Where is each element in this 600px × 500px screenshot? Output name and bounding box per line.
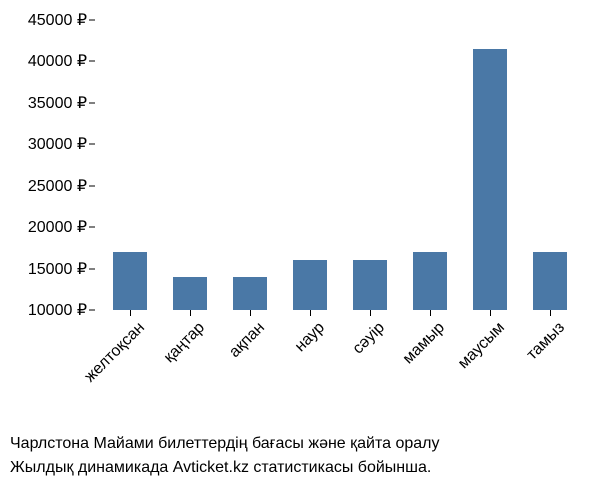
- x-axis: желтоқсанқаңтарақпаннаурсәуірмамырмаусым…: [100, 314, 580, 414]
- y-tick-mark: [89, 144, 95, 145]
- y-tick-mark: [89, 268, 95, 269]
- bar: [293, 260, 328, 310]
- bar: [173, 277, 208, 310]
- y-tick-mark: [89, 185, 95, 186]
- caption-line-2: Жылдық динамикада Avticket.kz статистика…: [10, 456, 590, 480]
- x-tick-mark: [250, 310, 251, 316]
- y-tick-label: 15000 ₽: [7, 259, 87, 279]
- chart-container: 10000 ₽ 15000 ₽ 20000 ₽ 25000 ₽ 30000 ₽ 35000…: [10, 10, 590, 390]
- x-tick-mark: [550, 310, 551, 316]
- y-tick-mark: [89, 20, 95, 21]
- y-tick-mark: [89, 227, 95, 228]
- x-tick-mark: [430, 310, 431, 316]
- bar: [113, 252, 148, 310]
- y-tick-label: 40000 ₽: [7, 51, 87, 71]
- bar: [233, 277, 268, 310]
- x-tick-label: ақпан: [226, 319, 269, 362]
- bars-group: [100, 20, 580, 310]
- y-tick-mark: [89, 102, 95, 103]
- x-tick-label: желтоқсан: [81, 319, 148, 386]
- bar: [353, 260, 388, 310]
- x-tick-label: қаңтар: [161, 319, 209, 367]
- x-tick-label: сәуір: [350, 319, 389, 358]
- x-tick-label: маусым: [455, 319, 509, 373]
- x-tick-mark: [310, 310, 311, 316]
- chart-caption: Чарлстона Майами билеттердің бағасы және…: [10, 432, 590, 480]
- y-tick-label: 10000 ₽: [7, 300, 87, 320]
- y-axis: 10000 ₽15000 ₽20000 ₽25000 ₽30000 ₽35000…: [10, 20, 95, 310]
- bar: [533, 252, 568, 310]
- x-tick-label: мамыр: [400, 319, 449, 368]
- bar: [413, 252, 448, 310]
- y-tick-label: 35000 ₽: [7, 93, 87, 113]
- x-tick-label: наур: [292, 319, 329, 356]
- plot-area: [100, 20, 580, 310]
- y-tick-label: 25000 ₽: [7, 176, 87, 196]
- y-tick-label: 30000 ₽: [7, 134, 87, 154]
- x-tick-mark: [130, 310, 131, 316]
- caption-line-1: Чарлстона Майами билеттердің бағасы және…: [10, 432, 590, 456]
- bar: [473, 49, 508, 310]
- x-tick-mark: [370, 310, 371, 316]
- y-tick-mark: [89, 310, 95, 311]
- y-tick-label: 20000 ₽: [7, 217, 87, 237]
- x-tick-mark: [190, 310, 191, 316]
- x-tick-mark: [490, 310, 491, 316]
- y-tick-label: 45000 ₽: [7, 10, 87, 30]
- y-tick-mark: [89, 61, 95, 62]
- x-tick-label: тамыз: [524, 319, 569, 364]
